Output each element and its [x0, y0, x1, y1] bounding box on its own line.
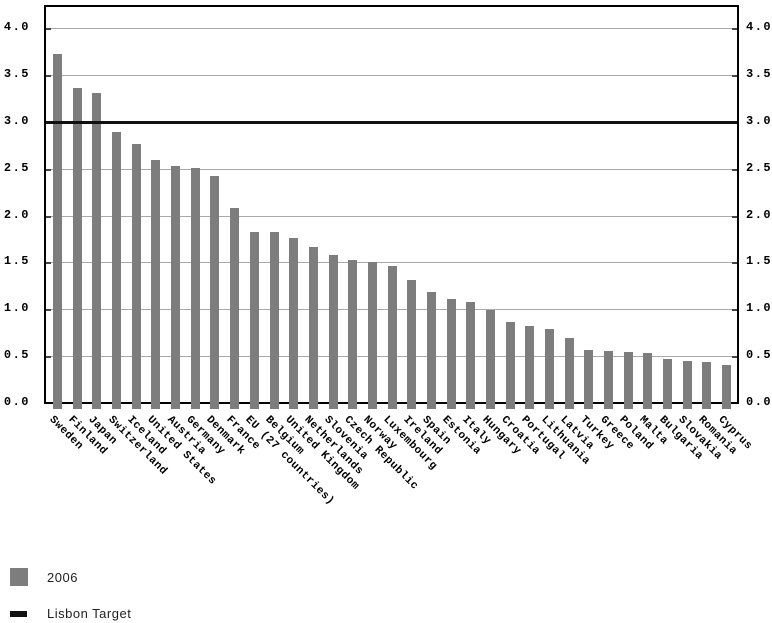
bar-ireland	[407, 280, 417, 409]
bar-hungary	[486, 310, 495, 409]
y-axis-tick-left	[46, 74, 51, 77]
y-axis-label-right-2-5: 2.5	[746, 160, 772, 175]
bar-malta	[643, 353, 653, 409]
y-axis-tick-right	[732, 215, 737, 218]
bar-denmark	[210, 176, 220, 409]
y-axis-tick-right	[732, 262, 737, 265]
y-axis-label-left-3-5: 3.5	[3, 66, 30, 81]
bar-united-states	[151, 160, 161, 409]
bar-slovenia	[328, 254, 338, 409]
y-axis-label-right-1-0: 1.0	[746, 301, 772, 316]
bar-iceland	[131, 144, 141, 409]
bar-slovakia	[682, 360, 692, 409]
bar-series-swatch-icon	[10, 568, 28, 586]
bar-bulgaria	[663, 359, 673, 409]
bar-eu-27-countries	[249, 231, 259, 409]
bar-spain	[426, 291, 436, 409]
legend-label-2006: 2006	[47, 569, 78, 585]
bar-italy	[466, 301, 476, 409]
y-axis-label-left-2-0: 2.0	[3, 207, 30, 222]
bar-latvia	[564, 338, 574, 409]
y-axis-tick-left	[46, 168, 51, 171]
y-axis-tick-left	[46, 262, 51, 265]
y-axis-label-right-4-0: 4.0	[746, 20, 772, 34]
y-axis-tick-right	[732, 309, 737, 312]
bar-sweden	[53, 54, 63, 409]
gridline-2.5	[46, 168, 737, 170]
legend-item-lisbon-target: Lisbon Target	[10, 606, 131, 621]
bar-france	[230, 208, 240, 409]
bar-greece	[604, 350, 614, 409]
bar-estonia	[446, 299, 456, 409]
gridline-1.5	[46, 262, 737, 264]
bar-lithuania	[545, 329, 555, 409]
bar-austria	[171, 165, 181, 409]
bar-portugal	[525, 326, 535, 409]
y-axis-tick-right	[732, 74, 737, 77]
bar-switzerland	[112, 132, 122, 409]
bar-czech-republic	[348, 259, 358, 409]
bar-romania	[702, 361, 712, 409]
y-axis-label-right-3-0: 3.0	[746, 113, 772, 128]
bar-belgium	[269, 232, 279, 409]
bar-luxembourg	[387, 266, 397, 409]
y-axis-label-left-4-0: 4.0	[3, 20, 30, 34]
y-axis-tick-right	[732, 28, 737, 30]
y-axis-label-left-1-5: 1.5	[3, 254, 30, 269]
bar-netherlands	[308, 247, 318, 409]
y-axis-tick-left	[46, 28, 51, 30]
y-axis-label-right-3-5: 3.5	[746, 66, 772, 81]
lisbon-target-line	[46, 120, 737, 124]
legend-item-2006: 2006	[10, 568, 78, 586]
bar-germany	[190, 167, 200, 409]
y-axis-label-left-0-5: 0.5	[3, 348, 30, 363]
gridline-4.0	[46, 28, 737, 29]
y-axis-label-left-3-0: 3.0	[3, 113, 30, 128]
y-axis-label-left-0-0: 0.0	[3, 395, 30, 409]
y-axis-label-right-1-5: 1.5	[746, 254, 772, 269]
bar-japan	[92, 92, 102, 409]
y-axis-label-right-2-0: 2.0	[746, 207, 772, 222]
y-axis-label-right-0-0: 0.0	[746, 395, 772, 409]
legend-label-lisbon-target: Lisbon Target	[47, 606, 132, 621]
bar-united-kingdom	[289, 238, 299, 409]
bar-turkey	[584, 349, 594, 409]
y-axis-label-right-0-5: 0.5	[746, 348, 772, 363]
plot-area	[44, 5, 739, 409]
gridline-3.5	[46, 74, 737, 76]
bar-poland	[623, 351, 633, 409]
bar-croatia	[505, 322, 515, 409]
y-axis-tick-right	[732, 356, 737, 359]
y-axis-label-left-2-5: 2.5	[3, 160, 30, 175]
bar-norway	[367, 261, 377, 409]
y-axis-tick-right	[732, 168, 737, 171]
y-axis-tick-left	[46, 356, 51, 359]
y-axis-label-left-1-0: 1.0	[3, 301, 30, 316]
y-axis-tick-left	[46, 215, 51, 218]
gridline-2.0	[46, 215, 737, 217]
y-axis-tick-left	[46, 309, 51, 312]
bar-cyprus	[722, 364, 732, 409]
bar-finland	[72, 88, 82, 409]
target-line-swatch-icon	[10, 610, 27, 617]
